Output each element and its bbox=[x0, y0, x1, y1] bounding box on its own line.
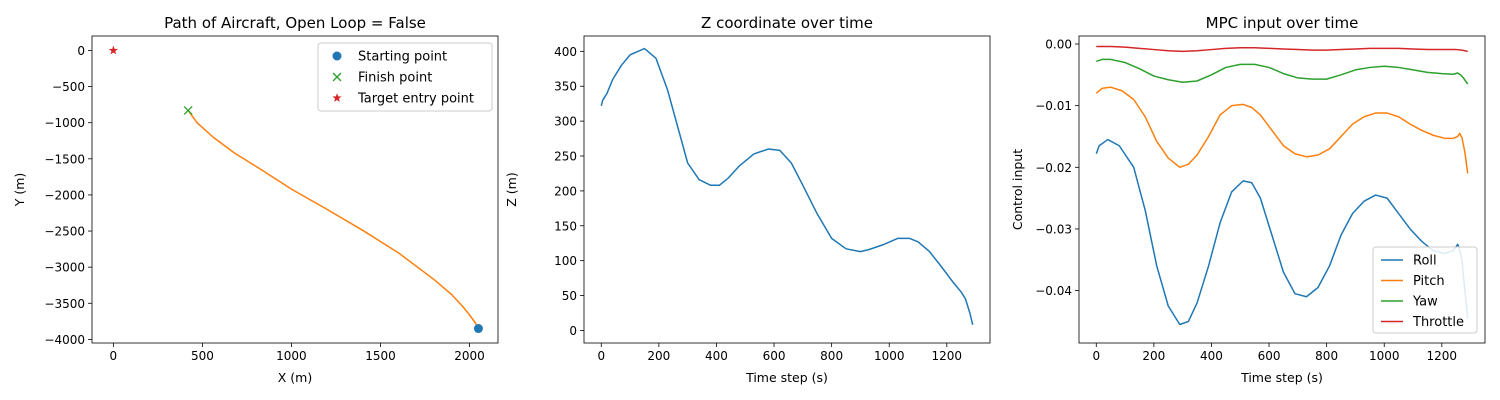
series-line-pitch-2 bbox=[1095, 86, 1469, 174]
y-tick-label: −3000 bbox=[44, 261, 85, 275]
y-axis-label: Z (m) bbox=[504, 172, 519, 206]
x-axis-label: Time step (s) bbox=[745, 370, 828, 385]
chart-title: Path of Aircraft, Open Loop = False bbox=[164, 14, 426, 32]
y-tick-label: −500 bbox=[52, 80, 85, 94]
x-tick-label: 500 bbox=[191, 349, 214, 363]
marker-starting-point-0 bbox=[473, 324, 483, 334]
series-line-trajectory-0 bbox=[187, 109, 480, 329]
legend-label: Finish point bbox=[358, 71, 432, 86]
legend-item: Target entry point bbox=[332, 92, 474, 107]
series-line-throttle-2 bbox=[1096, 45, 1468, 53]
path-chart: 0 500 1000 1500 2000 0 −500 −1000 −1500 −2000 −250… bbox=[12, 14, 499, 385]
legend-label: Roll bbox=[1413, 254, 1437, 269]
chart-title: Z coordinate over time bbox=[701, 14, 873, 32]
y-tick-label: 200 bbox=[554, 184, 577, 198]
y-tick-label: −0.01 bbox=[1035, 99, 1072, 113]
x-axis-label: Time step (s) bbox=[1240, 370, 1323, 385]
legend-label: Throttle bbox=[1412, 315, 1464, 330]
y-tick-label: −1500 bbox=[44, 152, 85, 166]
x-tick-label: 1000 bbox=[1369, 349, 1400, 363]
y-tick-label: −1000 bbox=[44, 116, 85, 130]
plot-area-1 bbox=[600, 47, 974, 326]
x-tick-label: 1000 bbox=[874, 349, 905, 363]
x-tick-label: 1200 bbox=[932, 349, 963, 363]
x-tick-label: 0 bbox=[597, 349, 605, 363]
axes-frame-2 bbox=[1078, 35, 1486, 344]
x-tick-label: 400 bbox=[1200, 349, 1223, 363]
chart-title: MPC input over time bbox=[1206, 14, 1359, 32]
legend-item: Throttle bbox=[1381, 315, 1464, 330]
x-tick-label: 800 bbox=[1315, 349, 1338, 363]
legend-label: Yaw bbox=[1412, 295, 1438, 310]
legend-item: Roll bbox=[1381, 254, 1437, 269]
legend-box bbox=[317, 42, 493, 112]
legend-item: Starting point bbox=[332, 50, 447, 65]
y-tick-label: −0.04 bbox=[1035, 284, 1072, 298]
legend-swatch-stroke-b bbox=[332, 72, 342, 82]
x-tick-label: 2000 bbox=[454, 349, 485, 363]
legend-box bbox=[1372, 246, 1478, 334]
legend-swatch bbox=[332, 93, 342, 102]
y-tick-label: 400 bbox=[554, 45, 577, 59]
x-tick-label: 1000 bbox=[276, 349, 307, 363]
x-tick-label: 800 bbox=[820, 349, 843, 363]
x-tick-label: 0 bbox=[1092, 349, 1100, 363]
y-tick-label: 300 bbox=[554, 115, 577, 129]
legend-item: Finish point bbox=[332, 71, 432, 86]
x-tick-label: 600 bbox=[1258, 349, 1281, 363]
x-tick-label: 600 bbox=[763, 349, 786, 363]
y-axis-label: Control input bbox=[1010, 149, 1025, 230]
x-tick-label: 200 bbox=[647, 349, 670, 363]
legend-item: Yaw bbox=[1381, 295, 1438, 310]
legend-2: Roll Pitch Yaw Throttle bbox=[1372, 246, 1478, 334]
y-tick-label: 50 bbox=[562, 289, 577, 303]
series-line-trajectory-1 bbox=[600, 47, 974, 326]
x-tick-label: 0 bbox=[110, 349, 118, 363]
legend-swatch bbox=[332, 72, 342, 82]
axes-frame-1 bbox=[583, 35, 991, 344]
y-tick-label: −0.02 bbox=[1035, 161, 1072, 175]
x-axis-label: X (m) bbox=[278, 370, 312, 385]
plot-area-0 bbox=[187, 109, 480, 329]
x-tick-label: 1200 bbox=[1427, 349, 1458, 363]
y-tick-label: −2000 bbox=[44, 188, 85, 202]
legend-label: Target entry point bbox=[357, 92, 474, 107]
y-axis-label: Y (m) bbox=[12, 173, 27, 208]
marker-finish-point-0-stroke-b bbox=[183, 105, 193, 115]
y-tick-label: 350 bbox=[554, 80, 577, 94]
axes-frame-0 bbox=[91, 35, 499, 344]
legend-item: Pitch bbox=[1381, 274, 1445, 289]
z-coordinate-chart: 0 200 400 600 800 1000 1200 0 50 100 150 200 250 300 3… bbox=[504, 14, 991, 385]
y-tick-label: 0 bbox=[77, 44, 85, 58]
marker-target-entry-point-0 bbox=[108, 45, 118, 55]
y-tick-label: −3500 bbox=[44, 297, 85, 311]
x-tick-label: 200 bbox=[1142, 349, 1165, 363]
legend-0: Starting point Finish point Target entry p… bbox=[317, 42, 493, 112]
y-tick-label: 0.00 bbox=[1045, 38, 1072, 52]
x-tick-label: 1500 bbox=[365, 349, 396, 363]
y-tick-label: −2500 bbox=[44, 225, 85, 239]
marker-finish-point-0 bbox=[183, 105, 193, 115]
x-tick-label: 400 bbox=[705, 349, 728, 363]
series-line-yaw-2 bbox=[1096, 58, 1469, 85]
y-tick-label: −0.03 bbox=[1035, 222, 1072, 236]
y-tick-label: 0 bbox=[569, 324, 577, 338]
y-tick-label: 150 bbox=[554, 219, 577, 233]
legend-label: Pitch bbox=[1413, 274, 1445, 289]
y-tick-label: 100 bbox=[554, 254, 577, 268]
y-tick-label: 250 bbox=[554, 150, 577, 164]
legend-label: Starting point bbox=[358, 50, 447, 65]
mpc-input-chart: 0 200 400 600 800 1000 1200 0.00 −0.01 −0.02 −0.03… bbox=[1010, 14, 1486, 385]
legend-swatch bbox=[332, 51, 342, 61]
y-tick-label: −4000 bbox=[44, 333, 85, 347]
